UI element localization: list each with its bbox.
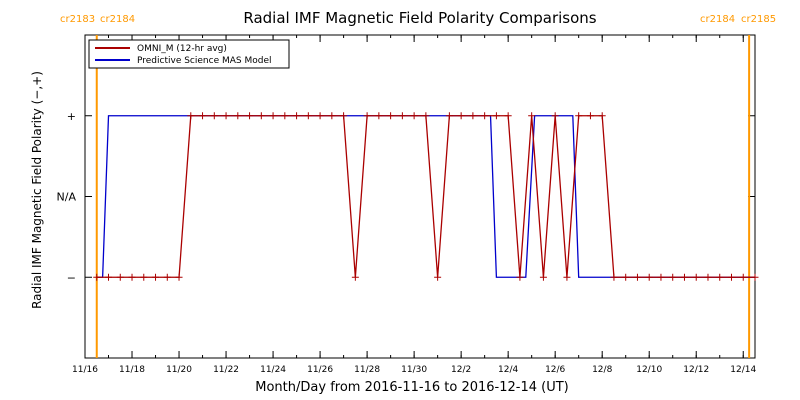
omni-data-point — [187, 112, 195, 120]
omni-data-point — [140, 273, 148, 281]
omni-data-point — [281, 112, 289, 120]
omni-data-point — [716, 273, 724, 281]
x-axis: 11/16 11/18 11/20 11/22 11/24 11/26 11/28 11/30… — [72, 35, 756, 375]
series-lines — [93, 112, 759, 281]
omni-data-point — [457, 112, 465, 120]
omni-data-point — [199, 112, 207, 120]
omni-data-point — [469, 112, 477, 120]
omni-data-point — [410, 112, 418, 120]
legend-label-omni: OMNI_M (12-hr avg) — [137, 44, 227, 54]
omni-data-point — [398, 112, 406, 120]
omni-data-point — [504, 112, 512, 120]
carrington-label-end-right: cr2185 — [741, 14, 776, 25]
omni-data-point — [586, 112, 594, 120]
omni-data-point — [351, 273, 359, 281]
omni-data-point — [598, 112, 606, 120]
legend-box — [88, 39, 290, 69]
carrington-label-start-right: cr2184 — [100, 14, 135, 25]
legend-label-mas: Predictive Science MAS Model — [137, 56, 272, 66]
omni-data-point — [269, 112, 277, 120]
omni-data-point — [222, 112, 230, 120]
omni-data-point — [210, 112, 218, 120]
chart-title: Radial IMF Magnetic Field Polarity Compa… — [243, 9, 596, 27]
omni-data-point — [657, 273, 665, 281]
omni-data-point — [492, 112, 500, 120]
x-tick-label: 11/16 — [72, 365, 98, 375]
omni-data-point — [363, 112, 371, 120]
omni-data-point — [704, 273, 712, 281]
omni-data-point — [422, 112, 430, 120]
omni-data-point — [328, 112, 336, 120]
omni-data-point — [93, 273, 101, 281]
x-tick-label: 11/28 — [354, 365, 380, 375]
x-tick-label: 11/22 — [213, 365, 239, 375]
series-mas-line — [96, 115, 755, 278]
omni-data-point — [575, 112, 583, 120]
omni-data-point — [434, 273, 442, 281]
omni-data-point — [727, 273, 735, 281]
omni-data-point — [375, 112, 383, 120]
y-axis-label: Radial IMF Magnetic Field Polarity (−,+) — [30, 71, 44, 309]
x-tick-label: 12/8 — [592, 365, 612, 375]
omni-data-point — [669, 273, 677, 281]
omni-data-point — [246, 112, 254, 120]
omni-data-point — [152, 273, 160, 281]
omni-data-point — [528, 112, 536, 120]
carrington-label-end-left: cr2184 — [700, 14, 735, 25]
x-tick-label: 11/20 — [166, 365, 192, 375]
omni-data-point — [175, 273, 183, 281]
omni-data-point — [387, 112, 395, 120]
omni-data-point — [680, 273, 688, 281]
omni-data-point — [751, 273, 759, 281]
omni-data-point — [316, 112, 324, 120]
x-tick-label: 12/2 — [451, 365, 471, 375]
x-tick-label: 12/14 — [730, 365, 756, 375]
x-tick-label: 12/10 — [636, 365, 662, 375]
omni-data-point — [128, 273, 136, 281]
omni-data-point — [116, 273, 124, 281]
legend: OMNI_M (12-hr avg) Predictive Science MA… — [88, 39, 290, 69]
y-tick-label: − — [67, 271, 76, 284]
omni-data-point — [551, 112, 559, 120]
x-axis-label: Month/Day from 2016-11-16 to 2016-12-14 … — [255, 380, 568, 395]
omni-data-point — [257, 112, 265, 120]
omni-data-point — [739, 273, 747, 281]
omni-data-point — [645, 273, 653, 281]
x-tick-label: 11/24 — [260, 365, 286, 375]
omni-data-point — [481, 112, 489, 120]
omni-data-point — [539, 273, 547, 281]
y-axis: − N/A + — [57, 110, 755, 284]
y-tick-label: N/A — [57, 191, 77, 204]
omni-data-point — [633, 273, 641, 281]
series-omni-line — [96, 115, 755, 278]
x-tick-label: 12/12 — [683, 365, 709, 375]
omni-data-point — [340, 112, 348, 120]
x-tick-label: 11/26 — [307, 365, 333, 375]
carrington-label-start-left: cr2183 — [60, 14, 95, 25]
omni-data-point — [163, 273, 171, 281]
omni-data-point — [563, 273, 571, 281]
omni-data-point — [304, 112, 312, 120]
omni-data-point — [622, 273, 630, 281]
y-tick-label: + — [67, 110, 76, 123]
omni-data-point — [516, 273, 524, 281]
omni-data-point — [293, 112, 301, 120]
omni-data-point — [610, 273, 618, 281]
x-tick-label: 11/30 — [401, 365, 427, 375]
x-tick-label: 12/4 — [498, 365, 518, 375]
omni-data-point — [445, 112, 453, 120]
x-tick-label: 12/6 — [545, 365, 565, 375]
omni-data-point — [692, 273, 700, 281]
carrington-markers — [95, 35, 751, 358]
omni-data-point — [105, 273, 113, 281]
omni-data-point — [234, 112, 242, 120]
x-tick-label: 11/18 — [119, 365, 145, 375]
